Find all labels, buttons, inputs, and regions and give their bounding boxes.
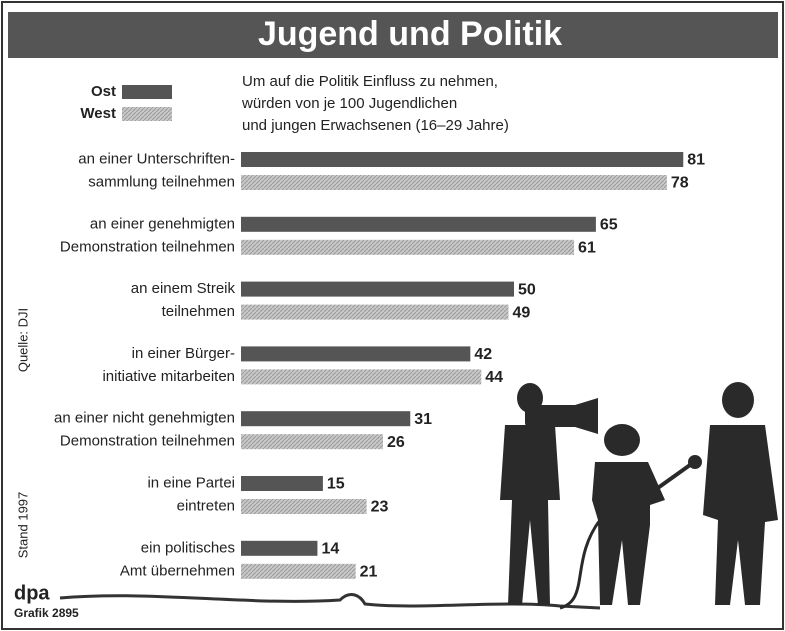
- legend-label: West: [80, 105, 116, 122]
- category-label: Demonstration teilnehmen: [60, 433, 235, 450]
- value-label: 14: [321, 541, 339, 558]
- bar: [241, 240, 574, 255]
- value-label: 49: [513, 304, 531, 321]
- chart-title: Jugend und Politik: [258, 15, 562, 53]
- legend-label: Ost: [91, 83, 116, 100]
- bar: [241, 564, 356, 579]
- graphic-number: Grafik 2895: [14, 606, 79, 620]
- value-label: 44: [485, 369, 503, 386]
- bar: [241, 346, 470, 361]
- value-label: 61: [578, 240, 596, 257]
- subtitle: und jungen Erwachsenen (16–29 Jahre): [242, 117, 509, 134]
- category-label: an einer genehmigten: [90, 215, 235, 232]
- date: Stand 1997: [15, 492, 30, 559]
- subtitle: Um auf die Politik Einfluss zu nehmen,: [242, 73, 498, 90]
- category-label: eintreten: [177, 497, 235, 514]
- bar: [241, 175, 667, 190]
- category-label: in eine Partei: [147, 474, 235, 491]
- value-label: 78: [671, 175, 689, 192]
- bar: [241, 541, 317, 556]
- bar: [241, 411, 410, 426]
- category-label: in einer Bürger-: [132, 345, 235, 362]
- category-label: Amt übernehmen: [120, 562, 235, 579]
- bar: [241, 434, 383, 449]
- category-label: Demonstration teilnehmen: [60, 238, 235, 255]
- agency: dpa: [14, 582, 50, 604]
- value-label: 23: [371, 499, 389, 516]
- value-label: 42: [474, 346, 492, 363]
- bar: [241, 217, 596, 232]
- category-label: teilnehmen: [162, 303, 235, 320]
- value-label: 15: [327, 476, 345, 493]
- bar: [241, 499, 367, 514]
- value-label: 21: [360, 564, 378, 581]
- bar: [241, 476, 323, 491]
- category-label: an einer nicht genehmigten: [54, 410, 235, 427]
- value-label: 81: [687, 152, 705, 169]
- category-label: an einer Unterschriften-: [78, 150, 235, 167]
- bar: [241, 369, 481, 384]
- category-label: an einem Streik: [131, 280, 236, 297]
- source: Quelle: DJI: [15, 308, 30, 372]
- value-label: 31: [414, 411, 432, 428]
- value-label: 65: [600, 217, 618, 234]
- category-label: sammlung teilnehmen: [88, 173, 235, 190]
- bar: [241, 305, 509, 320]
- value-label: 26: [387, 434, 405, 451]
- legend-swatch: [122, 85, 172, 99]
- value-label: 50: [518, 281, 536, 298]
- bar: [241, 282, 514, 297]
- subtitle: würden von je 100 Jugendlichen: [241, 95, 457, 112]
- legend-swatch: [122, 107, 172, 121]
- category-label: ein politisches: [141, 539, 235, 556]
- category-label: initiative mitarbeiten: [102, 368, 235, 385]
- chart: Jugend und Politik Um auf die Politik Ei…: [0, 0, 785, 631]
- bar: [241, 152, 683, 167]
